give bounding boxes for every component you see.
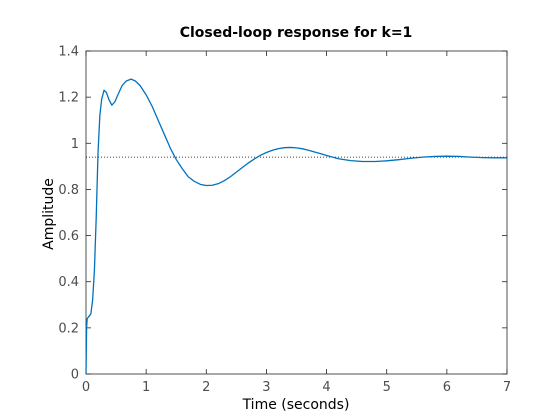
chart-title: Closed-loop response for k=1	[180, 25, 413, 41]
x-tick-label: 0	[82, 380, 90, 395]
x-tick-label: 2	[202, 380, 210, 395]
y-tick-label: 0.8	[58, 183, 79, 198]
y-axis: 0 0.2 0.4 0.6 0.8 1 1.2 1.4	[58, 45, 507, 383]
y-tick-label: 0.6	[58, 229, 79, 244]
y-tick-label: 0	[71, 368, 79, 383]
x-tick-label: 1	[142, 380, 150, 395]
plot-area	[85, 50, 508, 375]
y-tick-label: 1.2	[58, 91, 79, 106]
x-tick-label: 3	[262, 380, 270, 395]
x-tick-label: 6	[443, 380, 451, 395]
plot-box	[85, 50, 508, 375]
y-tick-label: 0.4	[58, 275, 79, 290]
y-axis-label: Amplitude	[41, 178, 57, 250]
series-line-response	[85, 78, 507, 375]
y-tick-label: 1	[71, 137, 79, 152]
x-tick-label: 7	[503, 380, 511, 395]
x-axis-label: Time (seconds)	[242, 397, 350, 413]
x-tick-label: 4	[322, 380, 330, 395]
y-tick-label: 1.4	[58, 45, 79, 60]
x-tick-label: 5	[383, 380, 391, 395]
y-tick-label: 0.2	[58, 321, 79, 336]
